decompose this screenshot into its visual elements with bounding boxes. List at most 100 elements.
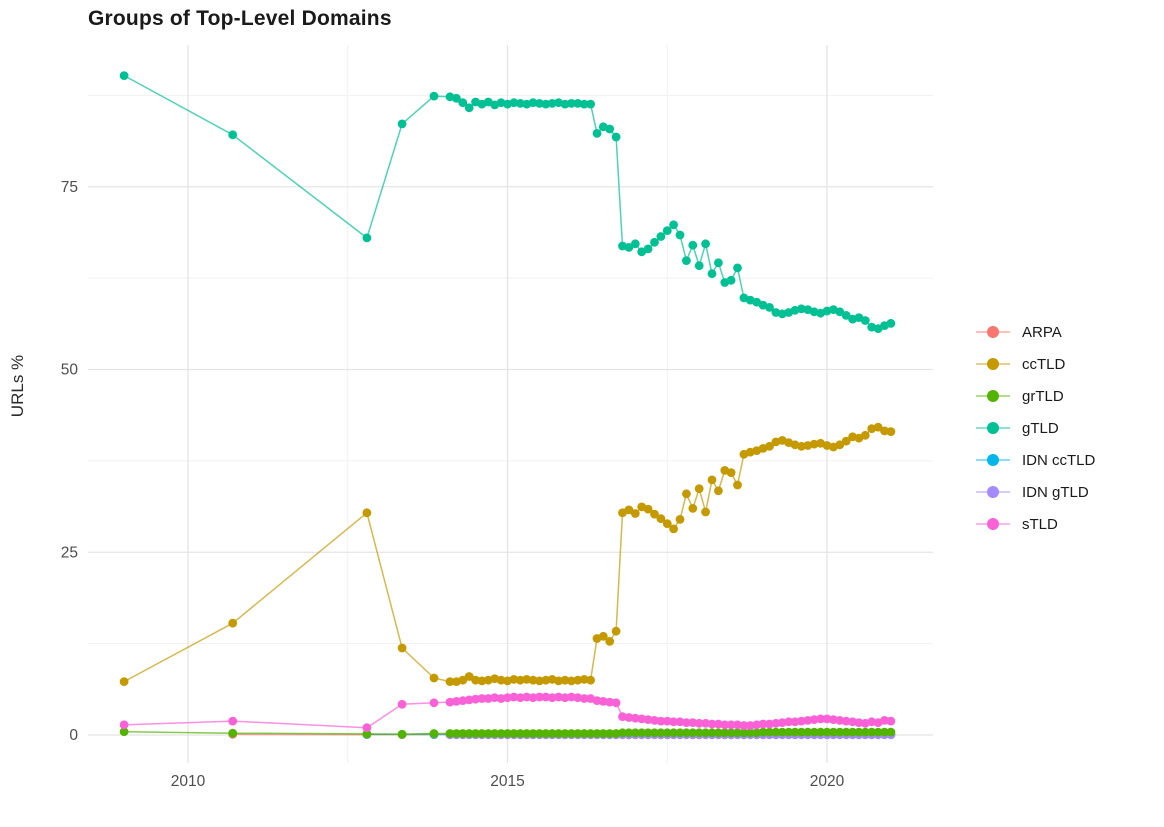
series-point-gtld: [509, 98, 519, 108]
series-point-grtld: [611, 729, 621, 738]
y-tick-label: 25: [61, 544, 78, 561]
series-point-gtld: [643, 244, 653, 254]
series-point-cctld: [458, 675, 468, 685]
series-point-stld: [522, 692, 532, 702]
series-point-stld: [503, 693, 512, 703]
series-point-cctld: [682, 489, 691, 499]
y-tick-label: 0: [69, 727, 78, 744]
legend-label: ARPA: [1022, 323, 1062, 341]
series-point-cctld: [598, 631, 608, 641]
series-point-stld: [675, 717, 685, 727]
series-point-stld: [726, 720, 736, 730]
series-point-gtld: [682, 256, 691, 265]
series-point-grtld: [483, 729, 493, 738]
series-point-cctld: [765, 441, 774, 451]
series-point-cctld: [397, 643, 407, 653]
series-point-stld: [886, 716, 896, 726]
series-point-grtld: [797, 727, 806, 737]
series-point-grtld: [745, 728, 755, 738]
series-point-grtld: [867, 727, 877, 737]
series-point-stld: [790, 717, 800, 727]
series-point-gtld: [841, 311, 851, 320]
series-point-stld: [452, 697, 461, 706]
series-point-cctld: [445, 677, 455, 686]
series-point-grtld: [528, 729, 538, 738]
legend-key-icon: [976, 326, 1010, 338]
legend-key-dot: [987, 358, 999, 370]
x-tick-label: 2010: [171, 773, 206, 790]
series-point-cctld: [860, 430, 870, 440]
series-point-gtld: [656, 232, 666, 241]
series-point-stld: [445, 697, 455, 707]
series-point-grtld: [503, 729, 512, 738]
series-point-stld: [630, 713, 640, 723]
series-point-grtld: [841, 727, 851, 737]
series-point-stld: [714, 719, 723, 729]
series-point-grtld: [397, 729, 407, 739]
series-point-stld: [547, 693, 557, 703]
series-point-stld: [119, 720, 129, 730]
series-point-grtld: [765, 727, 774, 737]
series-point-grtld: [560, 729, 570, 738]
series-point-stld: [554, 692, 563, 702]
series-point-grtld: [547, 729, 557, 738]
legend-item-grtld: grTLD: [976, 380, 1095, 412]
series-point-stld: [579, 694, 589, 703]
series-point-grtld: [452, 729, 461, 738]
series-point-stld: [535, 692, 544, 702]
series-point-gtld: [579, 99, 589, 109]
series-point-cctld: [429, 673, 439, 683]
series-point-grtld: [496, 729, 506, 738]
series-point-gtld: [458, 98, 468, 108]
legend-item-idn-cctld: IDN ccTLD: [976, 444, 1095, 476]
series-point-stld: [835, 716, 845, 725]
series-point-grtld: [784, 727, 794, 737]
series-point-gtld: [707, 269, 717, 279]
series-point-gtld: [797, 304, 806, 314]
series-point-gtld: [592, 129, 602, 138]
series-point-grtld: [688, 728, 698, 738]
series-point-gtld: [560, 99, 570, 109]
series-point-cctld: [554, 676, 563, 686]
series-point-cctld: [541, 675, 551, 685]
legend-item-stld: sTLD: [976, 508, 1095, 540]
series-point-grtld: [790, 727, 800, 737]
legend-label: ccTLD: [1022, 355, 1066, 373]
series-point-cctld: [733, 480, 742, 490]
series-point-grtld: [119, 727, 129, 737]
series-point-cctld: [873, 422, 883, 432]
legend-item-gtld: gTLD: [976, 412, 1095, 444]
series-point-gtld: [624, 243, 634, 252]
series-point-gtld: [567, 99, 576, 108]
series-point-gtld: [860, 316, 870, 325]
series-point-cctld: [675, 515, 685, 524]
series-point-stld: [867, 717, 877, 727]
series-point-grtld: [541, 729, 551, 738]
series-point-gtld: [835, 307, 845, 317]
series-point-gtld: [611, 132, 621, 142]
series-point-cctld: [707, 475, 717, 485]
series-point-stld: [509, 692, 519, 702]
series-point-stld: [669, 717, 678, 727]
series-point-grtld: [586, 729, 595, 738]
series-point-gtld: [362, 233, 372, 243]
series-point-cctld: [362, 508, 372, 518]
series-point-grtld: [477, 729, 487, 738]
series-point-stld: [745, 721, 755, 730]
series-point-gtld: [694, 261, 704, 271]
series-point-cctld: [624, 505, 634, 515]
series-point-grtld: [803, 727, 813, 737]
series-point-stld: [777, 718, 787, 727]
series-point-cctld: [586, 675, 595, 685]
series-point-grtld: [758, 727, 768, 737]
series-point-stld: [483, 694, 493, 703]
series-point-gtld: [714, 258, 723, 268]
series-point-gtld: [528, 98, 538, 108]
series-point-gtld: [515, 99, 525, 108]
series-point-grtld: [669, 728, 678, 738]
series-point-cctld: [573, 675, 583, 685]
series-point-grtld: [873, 727, 883, 737]
legend-key-dot: [987, 390, 999, 402]
series-point-stld: [784, 717, 794, 727]
